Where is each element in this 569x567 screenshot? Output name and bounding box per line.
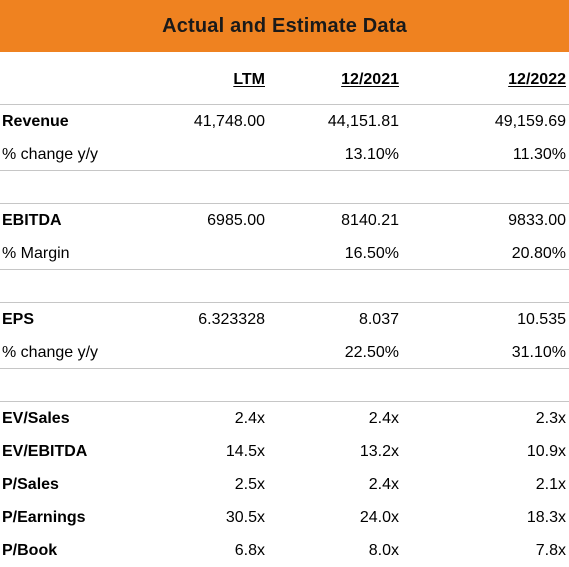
- cell-ebitda-2021: 8140.21: [341, 212, 399, 229]
- row-label-ev-sales: EV/Sales: [2, 410, 70, 427]
- divider: [0, 269, 569, 270]
- row-label-p-sales: P/Sales: [2, 476, 59, 493]
- cell-revenue-2021: 44,151.81: [327, 113, 399, 130]
- cell-p-earnings-2021: 24.0x: [359, 509, 399, 526]
- row-label-revenue-change: % change y/y: [2, 146, 99, 163]
- cell-revenue-change-2021: 13.10%: [344, 146, 399, 163]
- divider: [0, 203, 569, 204]
- cell-p-sales-2021: 2.4x: [368, 476, 399, 493]
- column-header-2022: 12/2022: [508, 71, 566, 88]
- cell-ebitda-ltm: 6985.00: [207, 212, 265, 229]
- cell-eps-change-2022: 31.10%: [511, 344, 566, 361]
- table-title-bar: Actual and Estimate Data: [0, 0, 569, 52]
- cell-ev-ebitda-ltm: 14.5x: [225, 443, 265, 460]
- cell-eps-2022: 10.535: [517, 311, 566, 328]
- divider: [0, 401, 569, 402]
- row-label-ebitda-margin: % Margin: [2, 245, 70, 262]
- row-label-eps-change: % change y/y: [2, 344, 99, 361]
- row-label-p-earnings: P/Earnings: [2, 509, 86, 526]
- cell-ev-sales-2021: 2.4x: [368, 410, 399, 427]
- cell-ebitda-2022: 9833.00: [508, 212, 566, 229]
- column-header-2021: 12/2021: [341, 71, 399, 88]
- row-label-eps: EPS: [2, 311, 35, 328]
- cell-p-book-2022: 7.8x: [535, 542, 566, 559]
- divider: [0, 104, 569, 105]
- cell-eps-ltm: 6.323328: [198, 311, 265, 328]
- row-label-p-book: P/Book: [2, 542, 58, 559]
- cell-p-sales-ltm: 2.5x: [234, 476, 265, 493]
- cell-ebitda-margin-2021: 16.50%: [344, 245, 399, 262]
- cell-revenue-2022: 49,159.69: [494, 113, 566, 130]
- cell-revenue-ltm: 41,748.00: [193, 113, 265, 130]
- row-label-ebitda: EBITDA: [2, 212, 62, 229]
- cell-p-earnings-2022: 18.3x: [526, 509, 566, 526]
- cell-p-book-2021: 8.0x: [368, 542, 399, 559]
- cell-eps-2021: 8.037: [358, 311, 399, 328]
- cell-ev-sales-2022: 2.3x: [535, 410, 566, 427]
- cell-p-earnings-ltm: 30.5x: [225, 509, 265, 526]
- cell-p-book-ltm: 6.8x: [234, 542, 265, 559]
- cell-p-sales-2022: 2.1x: [535, 476, 566, 493]
- cell-ebitda-margin-2022: 20.80%: [511, 245, 566, 262]
- divider: [0, 170, 569, 171]
- cell-ev-sales-ltm: 2.4x: [234, 410, 265, 427]
- cell-revenue-change-2022: 11.30%: [512, 146, 566, 163]
- divider: [0, 302, 569, 303]
- table-title: Actual and Estimate Data: [162, 14, 407, 37]
- cell-ev-ebitda-2021: 13.2x: [359, 443, 399, 460]
- cell-eps-change-2021: 22.50%: [344, 344, 399, 361]
- row-label-ev-ebitda: EV/EBITDA: [2, 443, 88, 460]
- divider: [0, 368, 569, 369]
- cell-ev-ebitda-2022: 10.9x: [526, 443, 566, 460]
- column-header-ltm: LTM: [233, 71, 265, 88]
- row-label-revenue: Revenue: [2, 113, 69, 130]
